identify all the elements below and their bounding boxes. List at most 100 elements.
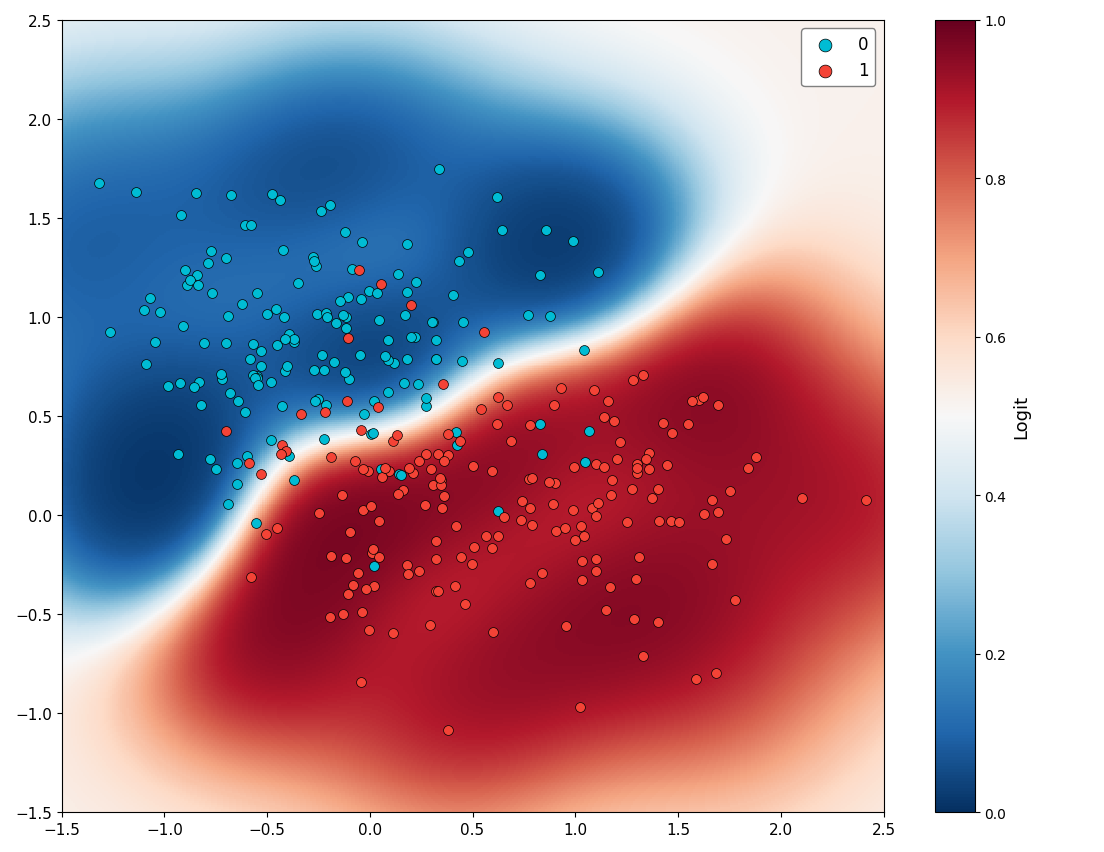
1 [670,515,688,529]
0 [390,268,407,281]
1 [429,584,447,598]
0 [102,325,119,339]
1 [565,461,583,475]
0 [364,427,382,440]
1 [708,666,725,680]
0 [531,269,549,283]
Legend: 0, 1: 0, 1 [802,29,875,87]
0 [317,307,335,320]
0 [220,498,237,511]
1 [335,607,352,621]
1 [363,547,381,561]
1 [740,462,757,475]
1 [339,331,357,345]
1 [585,384,603,398]
1 [604,474,622,487]
0 [185,381,203,394]
0 [262,434,279,447]
0 [242,353,259,366]
1 [521,577,539,590]
0 [355,408,373,422]
0 [233,298,251,312]
0 [285,333,302,347]
1 [389,429,406,443]
0 [338,322,355,336]
1 [628,466,646,480]
1 [571,699,588,713]
0 [406,331,424,344]
0 [397,238,415,251]
1 [475,326,492,340]
1 [637,453,655,467]
1 [522,471,540,485]
1 [546,525,564,538]
1 [358,582,375,596]
1 [650,515,668,528]
0 [575,344,593,358]
1 [544,497,562,510]
0 [391,468,408,481]
0 [385,357,403,371]
1 [794,492,811,506]
0 [321,199,339,213]
1 [640,463,658,476]
1 [354,504,372,518]
0 [276,365,294,378]
1 [634,650,651,664]
0 [316,433,333,446]
0 [289,277,307,291]
0 [275,311,293,325]
0 [216,252,234,266]
1 [337,551,354,565]
1 [587,509,605,523]
1 [439,723,457,737]
0 [368,287,385,301]
1 [434,377,452,391]
0 [227,457,245,470]
1 [573,574,591,588]
1 [608,452,626,466]
1 [359,465,376,479]
0 [141,292,159,306]
1 [513,494,531,508]
1 [603,489,620,503]
0 [247,516,265,530]
1 [310,507,328,521]
1 [605,414,623,428]
0 [217,337,235,350]
1 [416,499,434,513]
0 [223,189,241,203]
1 [595,411,613,424]
1 [495,510,512,524]
0 [242,219,259,233]
0 [244,338,262,352]
0 [159,380,177,394]
1 [471,403,489,417]
0 [203,286,221,300]
1 [587,458,605,472]
0 [423,315,440,329]
1 [384,626,402,640]
0 [489,504,507,518]
1 [293,408,310,422]
0 [379,386,396,400]
0 [365,560,383,573]
1 [628,462,646,475]
0 [353,236,371,250]
0 [396,308,414,322]
0 [407,275,425,289]
1 [564,504,582,518]
0 [453,354,470,368]
0 [248,378,266,392]
0 [379,354,396,368]
1 [679,417,697,431]
1 [362,500,380,514]
0 [459,245,477,259]
1 [347,455,364,469]
1 [512,513,530,527]
1 [499,399,517,412]
1 [403,299,421,313]
0 [454,315,471,329]
0 [188,187,205,200]
1 [703,494,721,508]
